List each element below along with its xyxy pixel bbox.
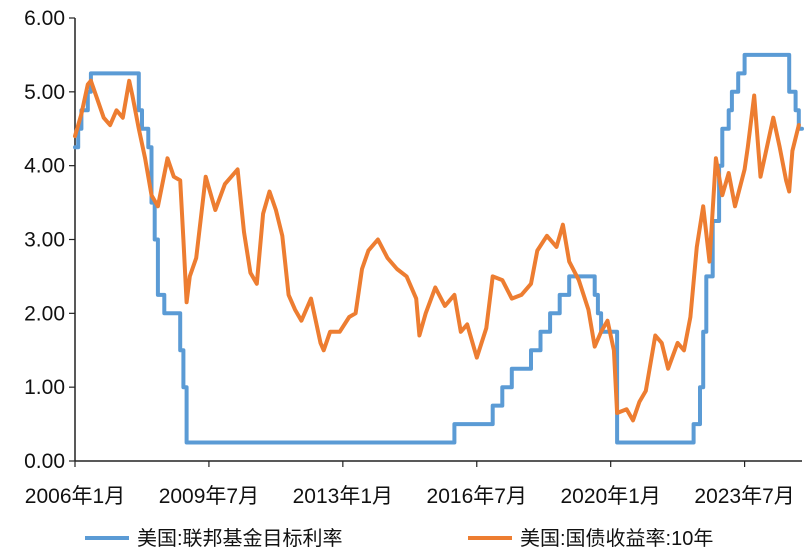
legend-label: 美国:联邦基金目标利率 [137,527,343,550]
x-tick-label: 2020年1月 [560,485,660,508]
y-tick-label: 3.00 [24,229,65,252]
series-line-1 [73,52,804,445]
x-tick-label: 2013年1月 [293,485,393,508]
x-tick-label: 2009年7月 [159,485,259,508]
x-tick-label: 2016年7月 [427,485,527,508]
y-tick-label: 5.00 [24,81,65,104]
x-tick-label: 2023年7月 [694,485,794,508]
legend-label: 美国:国债收益率:10年 [520,527,713,550]
y-tick-label: 6.00 [24,7,65,30]
y-tick-label: 0.00 [24,450,65,473]
y-tick-label: 2.00 [24,302,65,325]
x-tick-label: 2006年1月 [25,485,125,508]
y-tick-label: 4.00 [24,155,65,178]
legend: 美国:联邦基金目标利率 美国:国债收益率:10年 [85,527,713,550]
y-axis-ticks: 0.00 1.00 2.00 3.00 4.00 5.00 6.00 [24,7,75,473]
series-layer [73,52,804,445]
series-line-2 [73,78,801,423]
x-axis-ticks: 2006年1月 2009年7月 2013年1月 2016年7月 2020年1月 2023年… [25,461,795,508]
y-tick-label: 1.00 [24,376,65,399]
